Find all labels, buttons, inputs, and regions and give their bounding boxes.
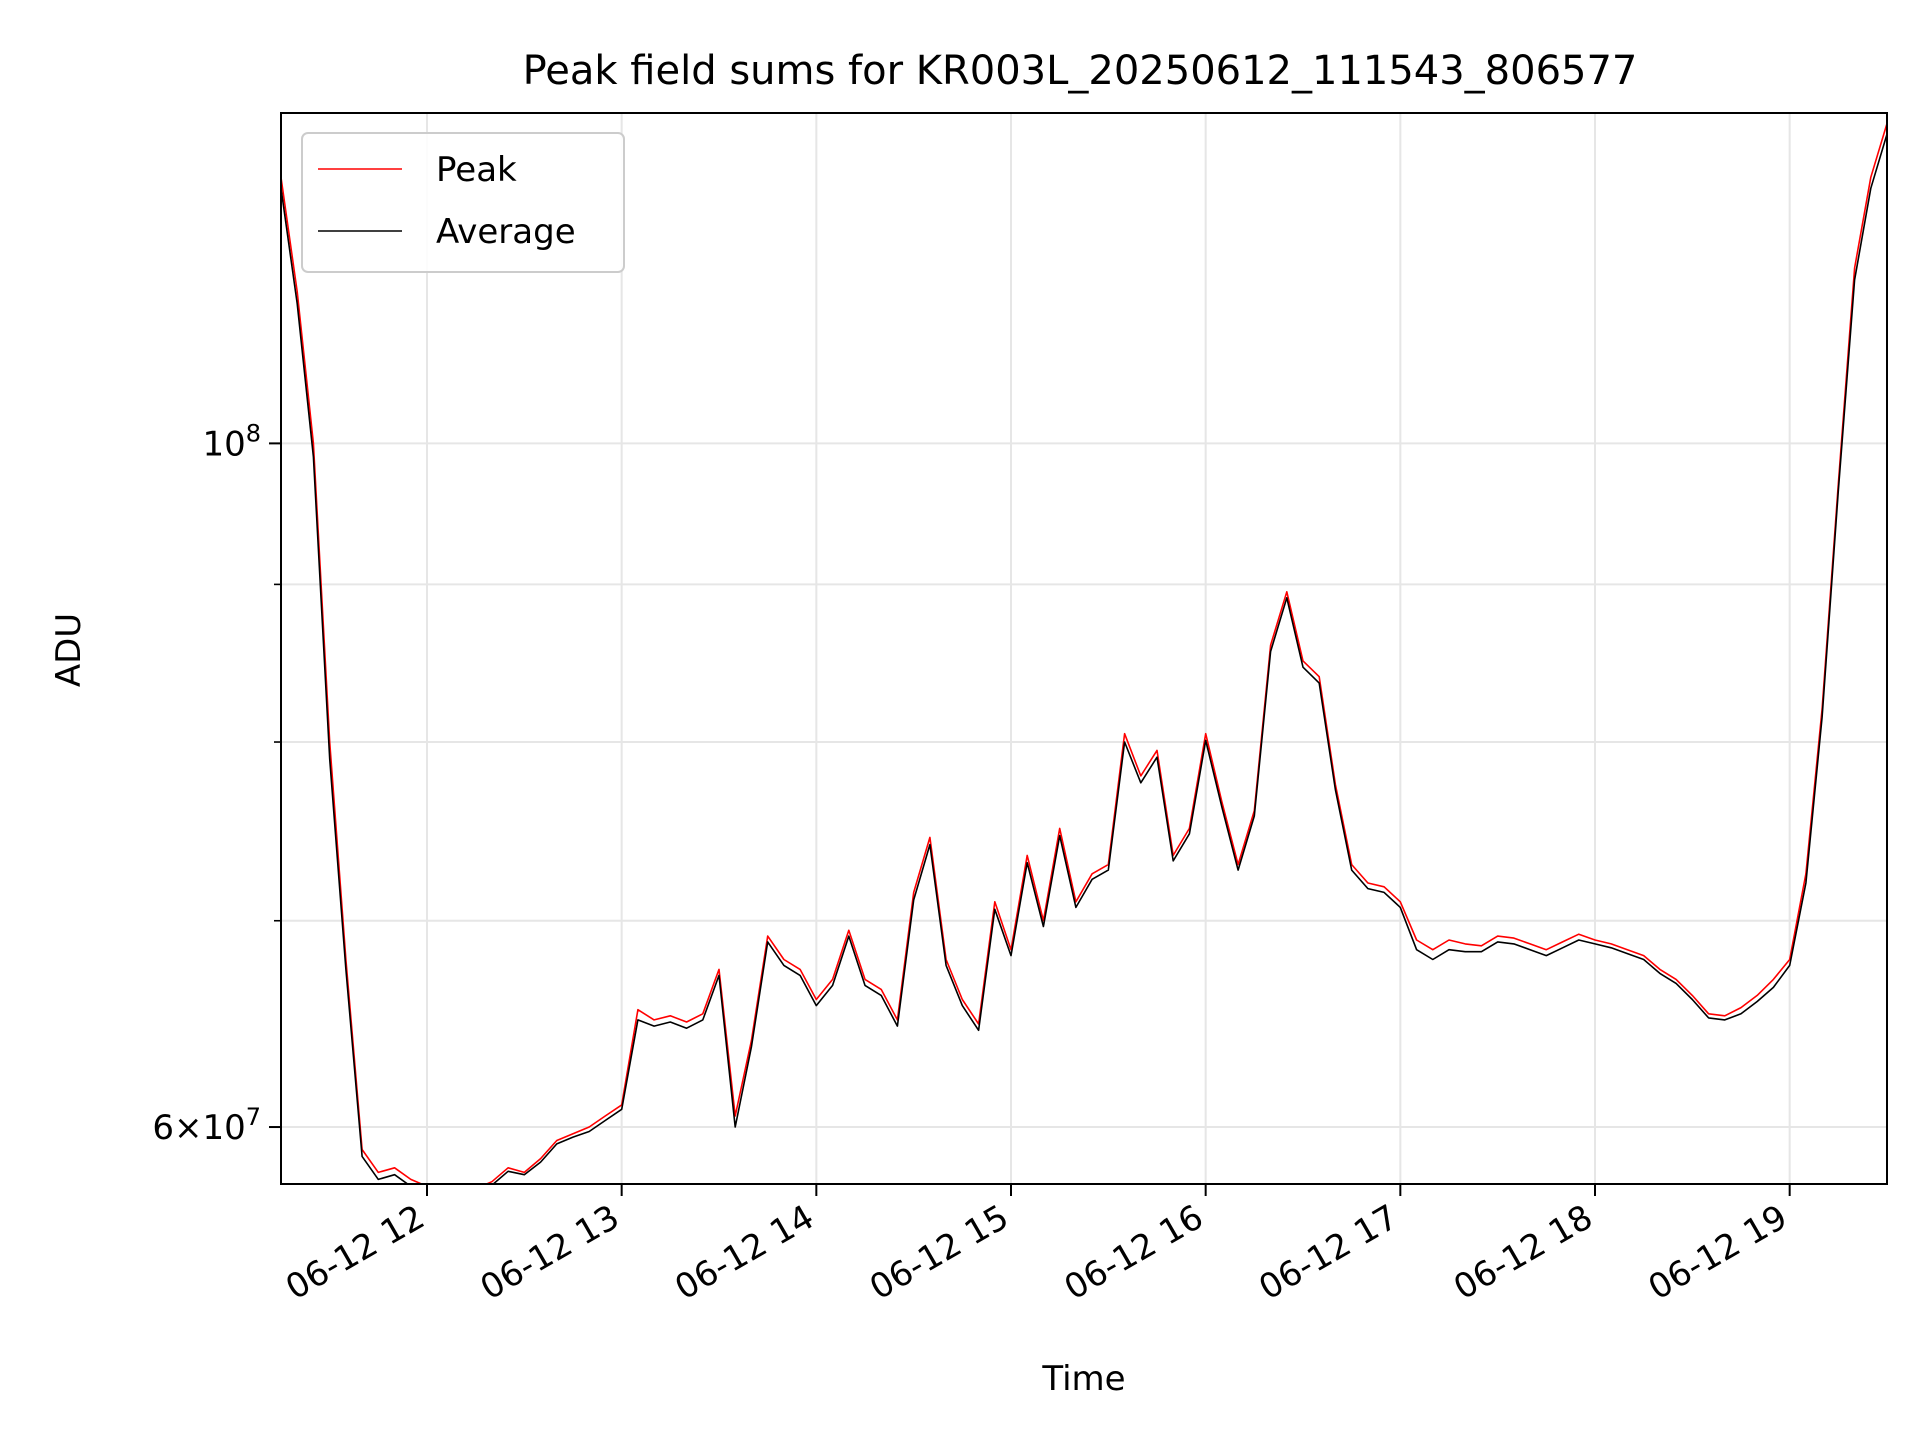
y-axis-label: ADU <box>49 613 89 687</box>
legend: Peak Average <box>301 132 625 273</box>
legend-box <box>301 132 625 273</box>
plot-frame <box>280 112 1888 1185</box>
series-layer <box>281 123 1887 1184</box>
series-line-average <box>281 133 1887 1184</box>
y-tick-label: 108 <box>202 419 261 464</box>
legend-label-peak: Peak <box>436 150 517 190</box>
grid <box>281 113 1887 1184</box>
legend-label-average: Average <box>436 212 576 252</box>
y-tick-label: 6×107 <box>152 1103 261 1148</box>
x-axis-label: Time <box>1041 1359 1125 1399</box>
series-line-peak <box>281 123 1887 1184</box>
chart-title: Peak field sums for KR003L_20250612_1115… <box>523 48 1638 94</box>
y-axis-ticks: 6×107 108 <box>152 419 281 1148</box>
